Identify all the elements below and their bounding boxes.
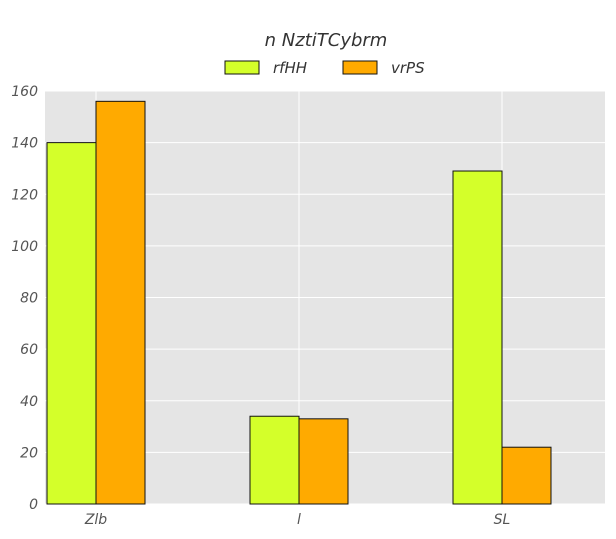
y-tick-label: 120 xyxy=(11,187,38,203)
legend: rfHH vrPS xyxy=(224,59,425,77)
bar-rfHH-SL xyxy=(452,170,503,505)
y-tick-label: 0 xyxy=(29,497,38,513)
y-tick-label: 60 xyxy=(20,342,38,358)
chart-title: n NztiTCybrm xyxy=(265,30,388,51)
x-tick-label: SL xyxy=(494,512,511,528)
bar-vrPS-l xyxy=(298,418,349,505)
y-tick-label: 140 xyxy=(11,136,38,152)
y-tick-label: 40 xyxy=(20,394,38,410)
bar-rfHH-l xyxy=(249,415,300,505)
legend-swatch-vrPS xyxy=(342,60,378,75)
bar-rfHH-Zlb xyxy=(46,142,97,505)
x-tick-label: Zlb xyxy=(84,512,107,528)
y-tick-label: 100 xyxy=(11,239,38,255)
legend-swatch-rfHH xyxy=(224,60,260,75)
x-axis-ticks: Zlb l SL xyxy=(84,512,511,528)
bars xyxy=(46,100,552,505)
x-tick-label: l xyxy=(297,512,301,528)
y-tick-label: 80 xyxy=(20,291,38,307)
bar-vrPS-SL xyxy=(501,446,552,505)
y-axis-ticks: 0 20 40 60 80 100 120 140 160 xyxy=(11,84,38,513)
y-tick-label: 160 xyxy=(11,84,38,100)
legend-label-rfHH: rfHH xyxy=(273,59,307,77)
legend-label-vrPS: vrPS xyxy=(391,59,425,77)
y-tick-label: 20 xyxy=(20,445,38,461)
bar-vrPS-Zlb xyxy=(95,100,146,505)
